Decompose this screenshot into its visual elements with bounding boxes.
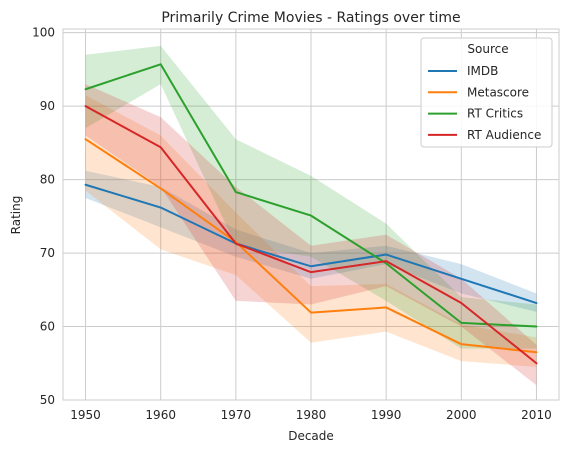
metascore-line	[84, 138, 538, 354]
y-tick-label: 90	[40, 99, 55, 113]
y-tick-label: 50	[40, 393, 55, 407]
x-tick-labels: 1950 1960 1970 1980 1990 2000 2010	[70, 408, 551, 422]
x-tick-label: 1990	[371, 408, 402, 422]
imdb-line	[84, 183, 538, 305]
x-tick-label: 2000	[446, 408, 477, 422]
y-tick-labels: 50 60 70 80 90 100	[32, 26, 55, 407]
rt-audience-line	[84, 105, 538, 365]
y-tick-label: 80	[40, 173, 55, 187]
plot-frame	[62, 28, 560, 401]
y-axis-title: Rating	[9, 196, 23, 235]
legend-title: Source	[467, 42, 508, 56]
series-lines	[84, 63, 538, 365]
chart-title: Primarily Crime Movies - Ratings over ti…	[161, 10, 460, 26]
imdb-confidence-band	[85, 170, 537, 312]
legend-items: IMDB Metascore RT Critics RT Audience	[428, 64, 541, 142]
rt-critics-line	[84, 63, 538, 328]
x-axis-title: Decade	[288, 429, 334, 443]
x-tick-label: 1980	[296, 408, 327, 422]
y-tick-label: 100	[32, 26, 55, 40]
x-tick-label: 2010	[521, 408, 552, 422]
y-tick-label: 70	[40, 246, 55, 260]
metascore-legend-label: Metascore	[467, 85, 529, 99]
rt-critics-legend-label: RT Critics	[467, 107, 523, 121]
rt-audience-legend-label: RT Audience	[467, 128, 541, 142]
imdb-legend-label: IMDB	[467, 64, 498, 78]
x-tick-label: 1960	[145, 408, 176, 422]
x-tick-label: 1970	[221, 408, 252, 422]
x-tick-label: 1950	[70, 408, 101, 422]
rt-audience-confidence-band	[85, 84, 537, 386]
legend-box	[420, 37, 553, 148]
rt-critics-confidence-band	[85, 45, 537, 349]
y-tick-label: 60	[40, 320, 55, 334]
legend: Source IMDB Metascore RT Critics RT Audienc…	[420, 37, 553, 148]
